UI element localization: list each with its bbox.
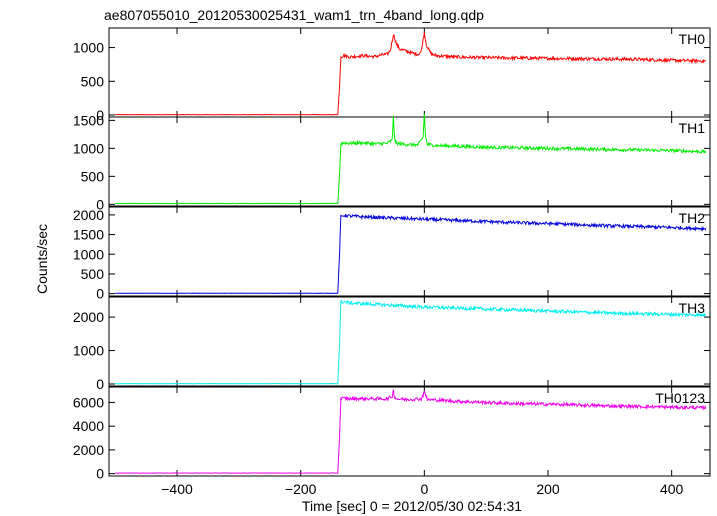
y-tick-label: 0 [96, 466, 104, 482]
y-tick-label: 1000 [73, 246, 104, 262]
x-axis: −400 −200 0 200 400 [161, 481, 683, 497]
y-tick-label: 1000 [73, 140, 104, 156]
y-tick-label: 6000 [73, 394, 104, 410]
y-tick-label: 1500 [73, 227, 104, 243]
series-label: TH1 [679, 120, 706, 136]
x-tick-label: 400 [660, 481, 684, 497]
y-tick-label: 0 [96, 196, 104, 212]
y-tick-label: 2000 [73, 442, 104, 458]
x-tick-label: −400 [161, 481, 193, 497]
series-line-th3 [115, 299, 706, 385]
y-tick-label: 500 [81, 168, 105, 184]
x-tick-label: −200 [285, 481, 317, 497]
y-tick-label: 1500 [73, 112, 104, 128]
y-tick-label: 1000 [73, 40, 104, 56]
y-tick-label: 0 [96, 286, 104, 302]
y-axis-label: Counts/sec [34, 224, 50, 294]
panel-frame [108, 296, 711, 387]
series-line-th0123 [115, 389, 707, 474]
panel-th3: 0 1000 2000 TH3 [73, 296, 711, 392]
x-axis-label: Time [sec] 0 = 2012/05/30 02:54:31 [302, 498, 522, 514]
x-tick-label: 0 [420, 481, 428, 497]
series-line-th1 [115, 113, 707, 205]
y-tick-label: 2000 [73, 207, 104, 223]
panels: 0 500 1000 TH0 0 500 1000 1500 TH1 0 500 1000 1500 20… [73, 27, 711, 482]
y-tick-label: 1000 [73, 343, 104, 359]
chart-title: ae807055010_20120530025431_wam1_trn_4ban… [104, 7, 484, 23]
y-tick-label: 4000 [73, 418, 104, 434]
series-line-th0 [115, 32, 706, 116]
y-tick-label: 500 [81, 266, 105, 282]
panel-frame [108, 116, 711, 207]
y-tick-label: 0 [96, 376, 104, 392]
panel-frame [108, 206, 711, 297]
y-tick-label: 2000 [73, 309, 104, 325]
y-tick-label: 500 [81, 73, 105, 89]
series-label: TH0 [679, 31, 706, 47]
y-tick-label: 0 [96, 107, 104, 123]
x-tick-label: 200 [536, 481, 560, 497]
panel-th2: 0 500 1000 1500 2000 TH2 [73, 206, 711, 302]
series-line-th2 [115, 213, 707, 294]
panel-frame [108, 386, 711, 477]
series-label: TH3 [679, 300, 706, 316]
series-label: TH0123 [655, 390, 705, 406]
series-label: TH2 [679, 210, 706, 226]
panel-th1: 0 500 1000 1500 TH1 [73, 112, 711, 212]
panel-th0123: 0 2000 4000 6000 TH0123 [73, 386, 711, 482]
